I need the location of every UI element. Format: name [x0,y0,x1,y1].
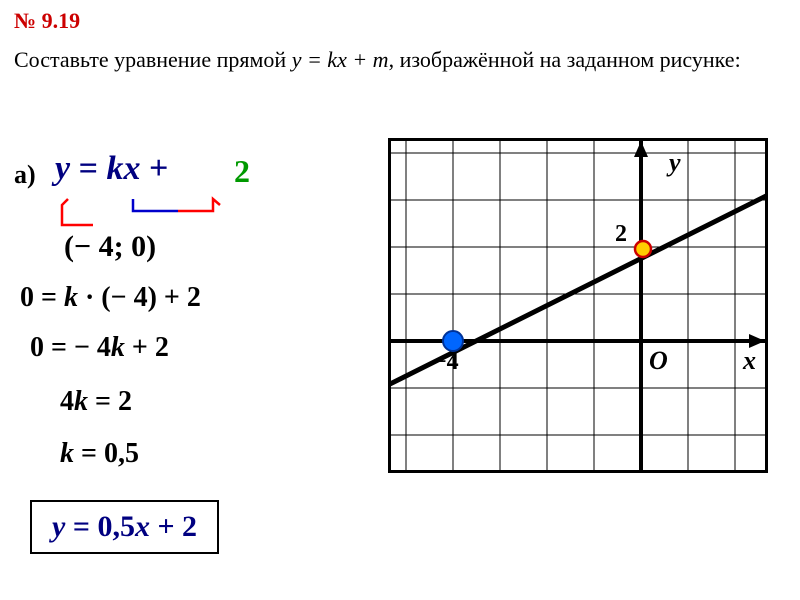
substitution-markers [58,195,238,235]
x-axis-label: x [742,346,756,375]
step-2: 0 = − 4k + 2 [30,332,169,364]
problem-text-after: , изображённой на заданном рисунке: [389,47,741,72]
grid [391,141,765,470]
part-label: а) [14,160,36,190]
y-arrow [634,141,648,157]
tick-y-label: 2 [615,221,627,247]
origin-label: O [649,346,668,375]
step-3: 4k = 2 [60,386,132,418]
answer-text: y = 0,5x + 2 [52,510,197,543]
eq-y: y [55,150,70,187]
problem-text-before: Составьте уравнение прямой [14,47,292,72]
point-x-intercept [443,331,463,351]
point-y-intercept [635,241,651,257]
step-4: k = 0,5 [60,438,139,470]
eq-equals: = [70,150,106,187]
m-substituted: 2 [234,153,250,190]
point-coordinates: (− 4; 0) [64,230,156,264]
y-axis-label: y [666,148,681,177]
eq-kx: kx [106,150,140,187]
graph-svg: y x O −4 2 [391,141,765,470]
problem-text: Составьте уравнение прямой y = kx + m, и… [14,42,786,77]
answer-box: y = 0,5x + 2 [30,500,219,554]
equation-form: y = kx + [55,150,168,188]
problem-equation: y = kx + m [292,47,389,72]
eq-plus: + [140,150,168,187]
problem-number: № 9.19 [14,8,80,34]
tick-x-label: −4 [433,349,459,375]
graph-panel: y x O −4 2 [388,138,768,473]
step-1: 0 = k · (− 4) + 2 [20,282,201,314]
